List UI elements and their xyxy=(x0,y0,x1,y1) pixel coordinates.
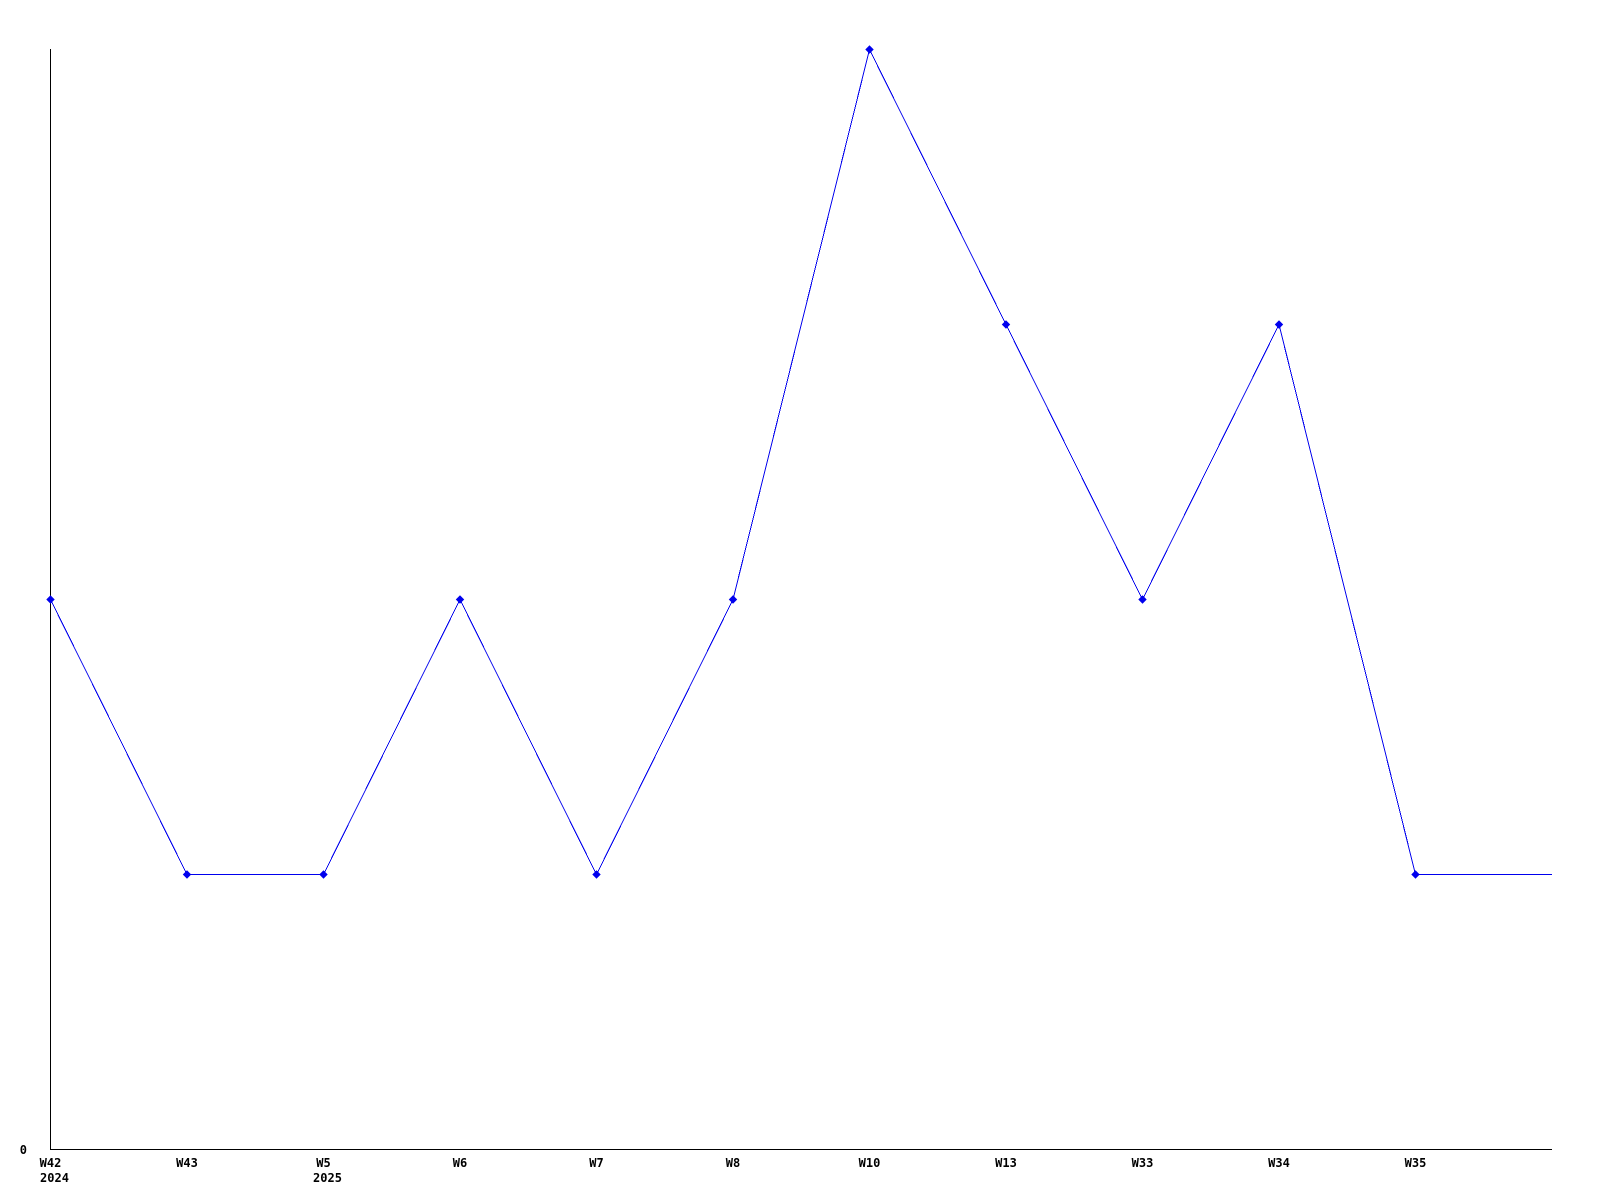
x-axis-label: W6 xyxy=(453,1156,467,1170)
data-point-marker xyxy=(1411,870,1420,879)
data-point-marker xyxy=(319,870,328,879)
x-axis-year-label: 2024 xyxy=(40,1171,69,1185)
x-axis-label: W43 xyxy=(176,1156,198,1170)
x-axis-label: W13 xyxy=(995,1156,1017,1170)
x-axis-label: W10 xyxy=(859,1156,881,1170)
data-point-marker xyxy=(46,595,55,604)
data-point-marker xyxy=(865,45,874,54)
data-point-marker xyxy=(455,595,465,604)
data-point-marker xyxy=(1274,320,1284,329)
data-point-marker xyxy=(592,870,601,879)
data-point-marker xyxy=(182,870,192,879)
x-axis-label: W35 xyxy=(1405,1156,1427,1170)
data-line xyxy=(50,48,1552,876)
x-axis-label: W42 xyxy=(40,1156,62,1170)
x-axis-label: W34 xyxy=(1268,1156,1290,1170)
data-point-marker xyxy=(728,595,738,604)
x-axis-label: W33 xyxy=(1132,1156,1154,1170)
data-point-marker xyxy=(1001,320,1011,329)
data-point-marker xyxy=(1138,595,1147,604)
y-axis-zero-label: 0 xyxy=(20,1143,27,1157)
x-axis-label: W5 xyxy=(316,1156,330,1170)
x-axis-label: W7 xyxy=(589,1156,603,1170)
x-axis-year-label: 2025 xyxy=(313,1171,342,1185)
x-axis-label: W8 xyxy=(726,1156,740,1170)
